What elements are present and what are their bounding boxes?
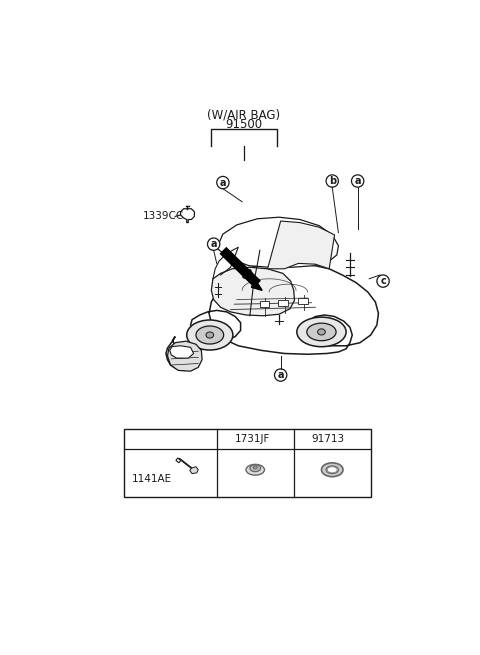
Polygon shape xyxy=(252,280,262,290)
Polygon shape xyxy=(211,267,295,316)
Ellipse shape xyxy=(307,323,336,341)
Bar xyxy=(299,298,308,304)
Circle shape xyxy=(377,275,389,288)
Text: (W/AIR BAG): (W/AIR BAG) xyxy=(207,108,280,121)
Ellipse shape xyxy=(322,463,343,477)
Ellipse shape xyxy=(253,466,257,469)
Ellipse shape xyxy=(326,466,338,474)
Text: 1339CC: 1339CC xyxy=(143,212,184,221)
Ellipse shape xyxy=(318,329,325,335)
Text: a: a xyxy=(220,178,226,187)
Text: a: a xyxy=(210,239,217,249)
Text: 1731JF: 1731JF xyxy=(234,434,270,444)
Polygon shape xyxy=(166,263,378,371)
Ellipse shape xyxy=(250,465,261,472)
Circle shape xyxy=(275,369,287,381)
Polygon shape xyxy=(170,346,193,358)
Ellipse shape xyxy=(297,317,346,346)
Text: a: a xyxy=(354,176,361,186)
Circle shape xyxy=(207,238,220,250)
Circle shape xyxy=(351,175,364,187)
Circle shape xyxy=(298,434,308,444)
Bar xyxy=(260,301,269,307)
Text: b: b xyxy=(223,434,229,443)
Text: 91713: 91713 xyxy=(312,434,345,444)
Ellipse shape xyxy=(187,320,233,350)
Polygon shape xyxy=(267,221,335,269)
Bar xyxy=(278,299,288,306)
Polygon shape xyxy=(168,341,202,371)
Text: a: a xyxy=(277,370,284,380)
Text: 1141AE: 1141AE xyxy=(132,474,172,484)
Circle shape xyxy=(217,176,229,189)
Polygon shape xyxy=(217,217,338,267)
Text: c: c xyxy=(380,276,386,286)
Ellipse shape xyxy=(206,332,214,338)
Bar xyxy=(176,458,181,462)
Ellipse shape xyxy=(196,326,224,344)
Text: a: a xyxy=(132,434,138,443)
Polygon shape xyxy=(190,466,198,474)
Circle shape xyxy=(130,434,141,444)
Ellipse shape xyxy=(246,464,264,475)
Text: b: b xyxy=(329,176,336,186)
Circle shape xyxy=(326,175,338,187)
Bar xyxy=(124,429,371,496)
Text: 91500: 91500 xyxy=(225,119,262,131)
Circle shape xyxy=(221,434,231,444)
Text: c: c xyxy=(300,434,306,443)
